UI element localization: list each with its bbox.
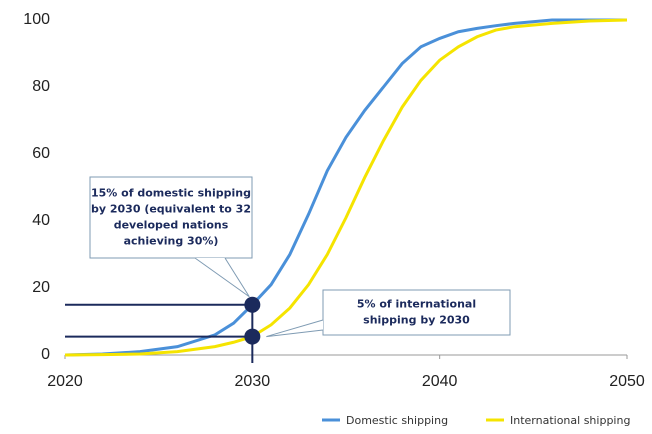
annotation-box <box>322 289 511 336</box>
annotation-tail <box>194 257 250 298</box>
series-line <box>64 18 628 357</box>
annotation-text: 5% of international <box>357 298 476 311</box>
legend-label: Domestic shipping <box>346 414 448 427</box>
x-tick-label: 2040 <box>422 373 458 390</box>
y-tick-label: 0 <box>41 346 50 363</box>
annotation-text: by 2030 (equivalent to 32 <box>91 203 251 216</box>
y-tick-label: 100 <box>23 11 50 28</box>
annotation-text: shipping by 2030 <box>363 314 470 327</box>
annotation-text: 15% of domestic shipping <box>91 187 251 200</box>
annotation-text: achieving 30%) <box>124 235 219 248</box>
y-tick-label: 40 <box>32 212 50 229</box>
annotation-marker <box>244 296 261 313</box>
annotation-box <box>89 176 253 259</box>
x-tick-label: 2050 <box>609 373 645 390</box>
y-tick-label: 80 <box>32 78 50 95</box>
annotation-tail <box>266 319 324 338</box>
annotation-marker <box>244 328 261 345</box>
legend-label: International shipping <box>510 414 630 427</box>
x-tick-label: 2020 <box>47 373 83 390</box>
x-tick-label: 2030 <box>235 373 271 390</box>
annotation-text: developed nations <box>114 219 229 232</box>
y-tick-label: 60 <box>32 145 50 162</box>
y-tick-label: 20 <box>32 279 50 296</box>
